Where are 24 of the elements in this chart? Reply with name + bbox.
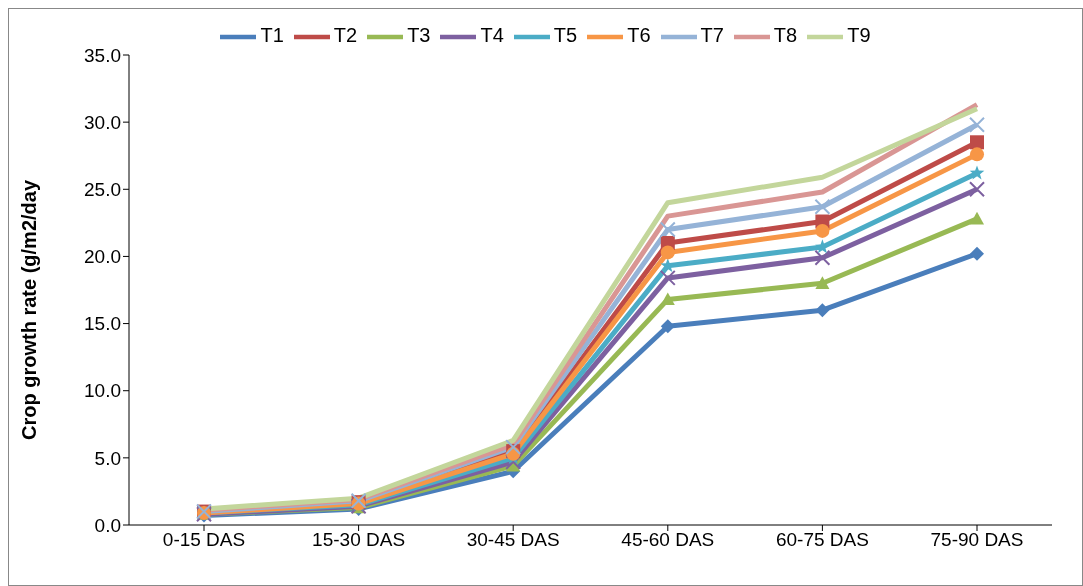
y-tick-label: 0.0 xyxy=(94,514,121,536)
y-axis-title: Crop growth rate (g/m2/day xyxy=(18,179,41,440)
y-tick-label: 20.0 xyxy=(84,246,121,268)
x-tick-label: 30-45 DAS xyxy=(466,529,560,551)
y-tick-label: 30.0 xyxy=(84,111,121,133)
y-tick-label: 15.0 xyxy=(84,313,121,335)
x-tick-label: 15-30 DAS xyxy=(312,529,406,551)
legend-label: T9 xyxy=(847,24,871,47)
legend-label: T7 xyxy=(700,24,724,47)
legend-label: T8 xyxy=(773,24,798,47)
legend-label: T1 xyxy=(260,24,284,47)
x-tick-label: 45-60 DAS xyxy=(621,529,715,551)
legend-label: T4 xyxy=(480,24,504,47)
x-tick-label: 0-15 DAS xyxy=(162,529,246,551)
legend-label: T5 xyxy=(553,24,578,47)
y-tick-label: 5.0 xyxy=(94,447,121,469)
legend-label: T6 xyxy=(627,24,651,47)
y-tick-label: 35.0 xyxy=(84,44,121,66)
legend-label: T2 xyxy=(333,24,358,47)
y-tick-label: 25.0 xyxy=(84,179,121,201)
x-tick-label: 75-90 DAS xyxy=(930,529,1024,551)
y-tick-label: 10.0 xyxy=(84,380,121,402)
x-tick-label: 60-75 DAS xyxy=(775,529,869,551)
legend-label: T3 xyxy=(407,24,431,47)
